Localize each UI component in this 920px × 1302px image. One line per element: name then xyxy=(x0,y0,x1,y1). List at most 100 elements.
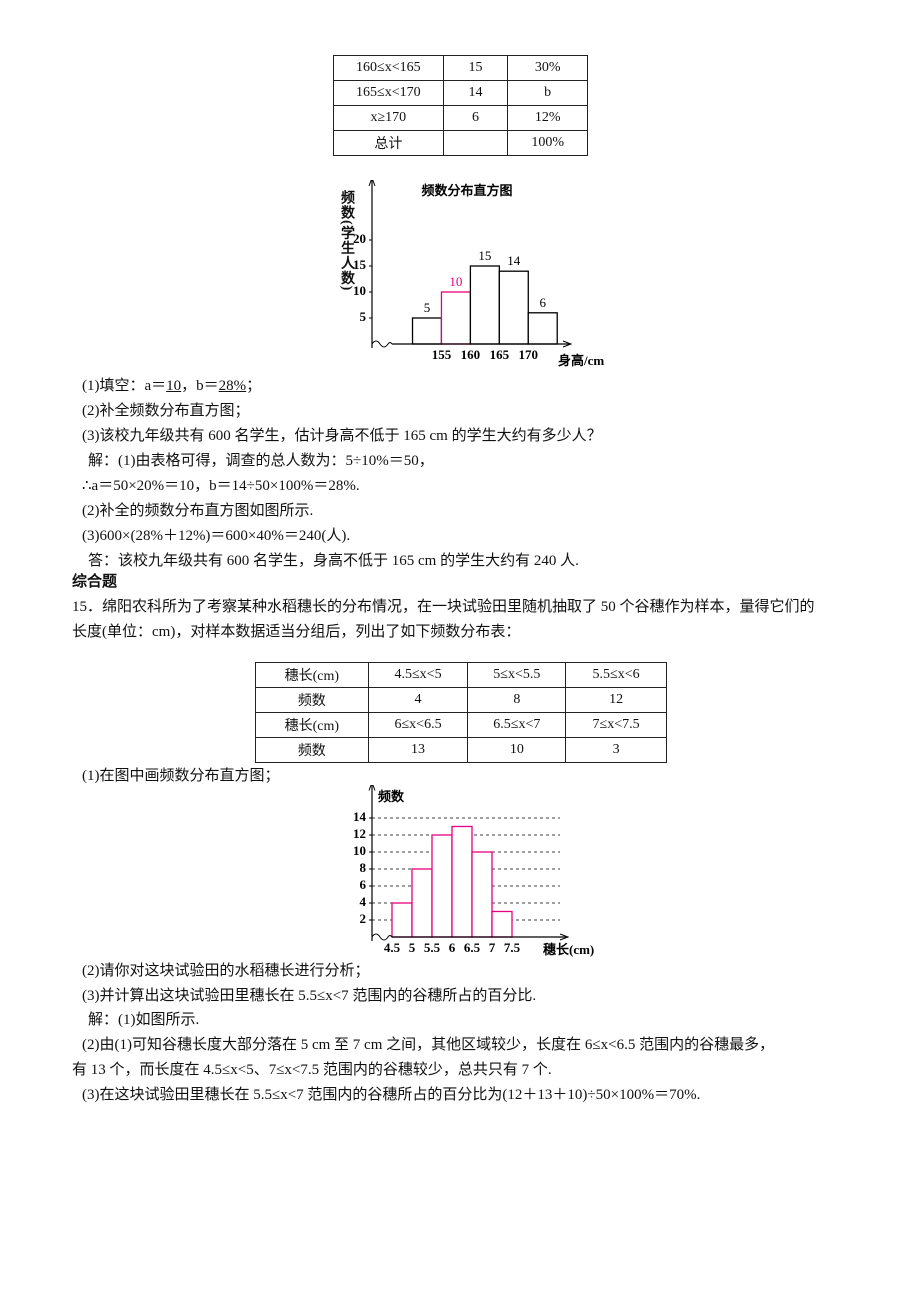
text: (1)填空：a＝ xyxy=(82,378,167,394)
table-cell: 14 xyxy=(442,80,509,106)
y-tick-label: 10 xyxy=(353,283,366,298)
y-tick-label: 14 xyxy=(353,809,367,824)
table-cell: 7≤x<7.5 xyxy=(565,712,667,738)
chart-area: 频数 穗长(cm) 2 4 6 8 10 12 14 4.5 5 5.5 6 6.5 7 7.5 xyxy=(340,781,610,965)
bar xyxy=(411,317,443,345)
bar xyxy=(451,825,473,938)
text: ，b＝ xyxy=(181,378,219,394)
bar xyxy=(391,902,413,938)
chart-area: 频数分布直方图 身高/cm 5 10 15 20 155 160 165 170 5 10 15 14… xyxy=(330,176,630,380)
table-cell: 160≤x<165 xyxy=(333,55,444,81)
x-tick-label: 7 xyxy=(489,940,496,955)
table-cell: 6.5≤x<7 xyxy=(467,712,567,738)
table-cell: 频数 xyxy=(255,687,369,713)
arrow xyxy=(559,933,570,941)
y-tick-label: 12 xyxy=(353,826,366,841)
bar xyxy=(527,312,558,345)
table-row: 总计 100% xyxy=(333,130,588,156)
table-cell: 6 xyxy=(442,105,509,131)
text-line: 长度(单位：cm)，对样本数据适当分组后，列出了如下频数分布表： xyxy=(72,624,521,640)
y-tick-label: 20 xyxy=(353,231,366,246)
table-cell: b xyxy=(507,80,588,106)
text-line: 解：(1)由表格可得，调查的总人数为：5÷10%＝50， xyxy=(88,453,434,469)
x-tick-label: 5 xyxy=(409,940,416,955)
chart: 频数分布直方图 身高/cm 5 10 15 20 155 160 165 170 5 10 15 14… xyxy=(353,176,604,368)
table-cell: 12 xyxy=(565,687,667,713)
x-axis-label: 穗长(cm) xyxy=(543,942,594,957)
text-line: (3)该校九年级共有 600 名学生，估计身高不低于 165 cm 的学生大约有… xyxy=(82,428,602,444)
text-line: 答：该校九年级共有 600 名学生，身高不低于 165 cm 的学生大约有 24… xyxy=(88,553,579,569)
table-row: 160≤x<165 15 30% xyxy=(333,55,588,81)
text-line: (3)并计算出这块试验田里穗长在 5.5≤x<7 范围内的谷穗所占的百分比. xyxy=(82,988,537,1004)
y-tick-label: 15 xyxy=(353,257,367,272)
x-tick-label: 7.5 xyxy=(504,940,521,955)
axis-break xyxy=(371,933,393,941)
table-cell: 8 xyxy=(467,687,567,713)
text-line: (2)由(1)可知谷穗长度大部分落在 5 cm 至 7 cm 之间，其他区域较少… xyxy=(82,1037,775,1053)
bar xyxy=(411,868,433,938)
text-line: (3)600×(28%＋12%)＝600×40%＝240(人). xyxy=(82,528,351,544)
x-tick-label: 6 xyxy=(449,940,456,955)
table-cell: 3 xyxy=(565,737,667,763)
table-cell: 15 xyxy=(442,55,509,81)
bar xyxy=(469,265,500,345)
text: ； xyxy=(246,378,262,394)
y-tick-label: 8 xyxy=(360,860,367,875)
bar xyxy=(431,834,453,938)
x-tick-label: 170 xyxy=(519,347,539,362)
table-cell: 30% xyxy=(507,55,588,81)
table-cell: 100% xyxy=(507,130,588,156)
table-cell: 穗长(cm) xyxy=(255,662,369,688)
text-line: 15．绵阳农科所为了考察某种水稻穗长的分布情况，在一块试验田里随机抽取了 50 … xyxy=(72,599,815,615)
x-tick-label: 160 xyxy=(461,347,481,362)
y-tick-label: 10 xyxy=(353,843,366,858)
text-line: (2)补全的频数分布直方图如图所示. xyxy=(82,503,314,519)
table-row: 165≤x<170 14 b xyxy=(333,80,588,106)
axis-break xyxy=(371,340,393,348)
chart: 频数 穗长(cm) 2 4 6 8 10 12 14 4.5 5 5.5 6 6.5 7 7.5 xyxy=(353,781,594,957)
table-row: 穗长(cm) 6≤x<6.5 6.5≤x<7 7≤x<7.5 xyxy=(255,712,667,738)
text-line: (1)在图中画频数分布直方图； xyxy=(82,768,280,784)
y-tick-label: 5 xyxy=(360,309,367,324)
text-line: (2)请你对这块试验田的水稻穗长进行分析； xyxy=(82,963,370,979)
x-tick-label: 4.5 xyxy=(384,940,401,955)
bar xyxy=(491,910,513,938)
text-line: (2)补全频数分布直方图； xyxy=(82,403,250,419)
section-heading: 综合题 xyxy=(72,574,118,590)
table-cell: 5.5≤x<6 xyxy=(565,662,667,688)
table-cell: x≥170 xyxy=(333,105,444,131)
table-cell: 5≤x<5.5 xyxy=(467,662,567,688)
bar xyxy=(498,270,529,345)
table-row: 频数 4 8 12 xyxy=(255,687,667,713)
data-label: 14 xyxy=(507,253,521,268)
data-label: 6 xyxy=(539,295,546,310)
text-line: (1)填空：a＝10，b＝28%； xyxy=(82,376,261,396)
data-label: 10 xyxy=(449,274,462,289)
y-tick-label: 4 xyxy=(360,894,367,909)
data-label: 15 xyxy=(478,248,491,263)
table-cell: 总计 xyxy=(333,130,444,156)
x-tick-label: 155 xyxy=(432,347,452,362)
table-cell: 穗长(cm) xyxy=(255,712,369,738)
y-tick-label: 6 xyxy=(360,877,367,892)
text-line: (3)在这块试验田里穗长在 5.5≤x<7 范围内的谷穗所占的百分比为(12＋1… xyxy=(82,1087,701,1103)
bar xyxy=(471,851,493,938)
y-tick-label: 2 xyxy=(360,911,367,926)
table-cell: 13 xyxy=(367,737,469,763)
answer: 10 xyxy=(166,378,182,394)
table-cell: 10 xyxy=(467,737,567,763)
table-cell: 6≤x<6.5 xyxy=(367,712,469,738)
chart-title: 频数分布直方图 xyxy=(421,183,512,198)
x-axis-label: 身高/cm xyxy=(558,353,604,368)
table-cell: 12% xyxy=(507,105,588,131)
x-tick-label: 165 xyxy=(490,347,510,362)
text-line: ∴a＝50×20%＝10，b＝14÷50×100%＝28%. xyxy=(82,478,360,494)
table-cell: 165≤x<170 xyxy=(333,80,444,106)
table: 穗长(cm) 4.5≤x<5 5≤x<5.5 5.5≤x<6 频数 4 8 12 穗长(cm) 6… xyxy=(255,662,667,763)
text-line: 有 13 个，而长度在 4.5≤x<5、7≤x<7.5 范围内的谷穗较少，总共只… xyxy=(72,1062,552,1078)
bar xyxy=(440,291,472,345)
x-tick-label: 5.5 xyxy=(424,940,441,955)
table-row: x≥170 6 12% xyxy=(333,105,588,131)
table-row: 频数 13 10 3 xyxy=(255,737,667,763)
